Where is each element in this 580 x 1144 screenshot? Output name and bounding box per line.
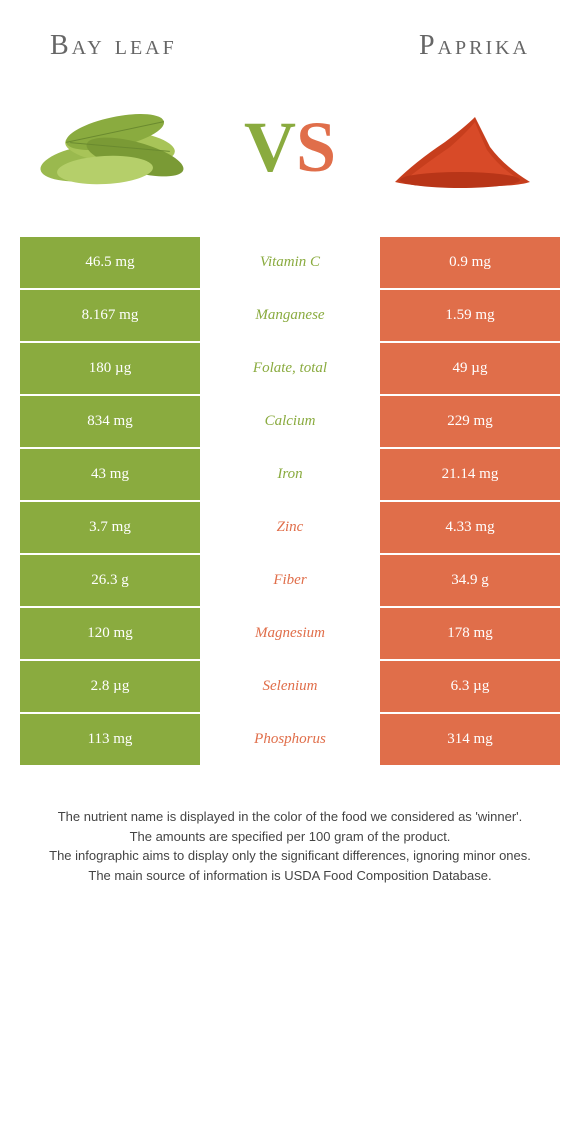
right-value: 1.59 mg bbox=[380, 290, 560, 341]
right-food-title: Paprika bbox=[419, 30, 530, 62]
table-row: 46.5 mgVitamin C0.9 mg bbox=[20, 237, 560, 290]
right-value: 314 mg bbox=[380, 714, 560, 765]
left-value: 3.7 mg bbox=[20, 502, 200, 553]
header-row: Bay leaf Paprika bbox=[0, 0, 580, 77]
left-value: 8.167 mg bbox=[20, 290, 200, 341]
nutrient-label: Zinc bbox=[200, 502, 380, 553]
nutrient-label: Vitamin C bbox=[200, 237, 380, 288]
bay-leaf-image bbox=[30, 87, 210, 207]
vs-s: S bbox=[296, 106, 336, 189]
table-row: 120 mgMagnesium178 mg bbox=[20, 608, 560, 661]
table-row: 26.3 gFiber34.9 g bbox=[20, 555, 560, 608]
table-row: 113 mgPhosphorus314 mg bbox=[20, 714, 560, 767]
left-value: 43 mg bbox=[20, 449, 200, 500]
table-row: 834 mgCalcium229 mg bbox=[20, 396, 560, 449]
nutrient-label: Fiber bbox=[200, 555, 380, 606]
infographic-container: Bay leaf Paprika VS 46.5 mgVi bbox=[0, 0, 580, 915]
right-value: 0.9 mg bbox=[380, 237, 560, 288]
right-value: 34.9 g bbox=[380, 555, 560, 606]
left-food-title: Bay leaf bbox=[50, 30, 177, 62]
vs-label: VS bbox=[244, 106, 336, 189]
nutrient-label: Phosphorus bbox=[200, 714, 380, 765]
nutrient-table: 46.5 mgVitamin C0.9 mg8.167 mgManganese1… bbox=[0, 237, 580, 767]
nutrient-label: Magnesium bbox=[200, 608, 380, 659]
left-value: 26.3 g bbox=[20, 555, 200, 606]
vs-v: V bbox=[244, 106, 296, 189]
right-value: 6.3 µg bbox=[380, 661, 560, 712]
footer-line-4: The main source of information is USDA F… bbox=[30, 866, 550, 886]
table-row: 180 µgFolate, total49 µg bbox=[20, 343, 560, 396]
left-value: 46.5 mg bbox=[20, 237, 200, 288]
footer-line-3: The infographic aims to display only the… bbox=[30, 846, 550, 866]
footer-line-2: The amounts are specified per 100 gram o… bbox=[30, 827, 550, 847]
nutrient-label: Manganese bbox=[200, 290, 380, 341]
table-row: 43 mgIron21.14 mg bbox=[20, 449, 560, 502]
right-value: 4.33 mg bbox=[380, 502, 560, 553]
nutrient-label: Iron bbox=[200, 449, 380, 500]
right-value: 21.14 mg bbox=[380, 449, 560, 500]
left-value: 180 µg bbox=[20, 343, 200, 394]
left-value: 120 mg bbox=[20, 608, 200, 659]
images-row: VS bbox=[0, 77, 580, 237]
nutrient-label: Calcium bbox=[200, 396, 380, 447]
table-row: 8.167 mgManganese1.59 mg bbox=[20, 290, 560, 343]
paprika-icon bbox=[375, 92, 545, 202]
footer-line-1: The nutrient name is displayed in the co… bbox=[30, 807, 550, 827]
left-value: 834 mg bbox=[20, 396, 200, 447]
left-value: 113 mg bbox=[20, 714, 200, 765]
right-value: 229 mg bbox=[380, 396, 560, 447]
nutrient-label: Folate, total bbox=[200, 343, 380, 394]
nutrient-label: Selenium bbox=[200, 661, 380, 712]
right-value: 49 µg bbox=[380, 343, 560, 394]
bay-leaf-icon bbox=[35, 92, 205, 202]
footer-notes: The nutrient name is displayed in the co… bbox=[0, 767, 580, 915]
table-row: 2.8 µgSelenium6.3 µg bbox=[20, 661, 560, 714]
paprika-image bbox=[370, 87, 550, 207]
right-value: 178 mg bbox=[380, 608, 560, 659]
table-row: 3.7 mgZinc4.33 mg bbox=[20, 502, 560, 555]
left-value: 2.8 µg bbox=[20, 661, 200, 712]
